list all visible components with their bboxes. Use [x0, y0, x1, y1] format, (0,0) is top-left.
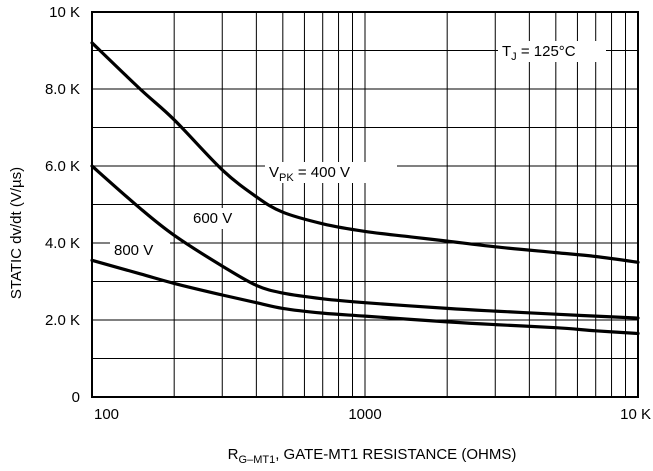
label-tj-125c-mask: [498, 41, 606, 62]
plot-frame: [91, 11, 639, 398]
y-tick-label: 8.0 K: [45, 81, 80, 98]
x-axis-label: RG–MT1, GATE-MT1 RESISTANCE (OHMS): [228, 446, 517, 466]
label-600v: 600 V: [193, 210, 232, 227]
y-tick-label: 4.0 K: [45, 235, 80, 252]
label-tj-125c: TJ = 125°C: [502, 43, 576, 63]
x-axis-label-main: R: [228, 446, 239, 463]
y-tick-label: 10 K: [49, 4, 80, 21]
x-tick-label: 1000: [348, 406, 381, 423]
curve-600v: [90, 164, 640, 320]
curves: [90, 41, 640, 336]
label-600v-mask: [189, 208, 249, 229]
x-tick-labels: 100 1000 10 K: [94, 406, 651, 423]
x-tick-label: 100: [94, 406, 119, 423]
curve-labels: VPK = 400 V 600 V 800 V TJ = 125°C: [110, 41, 606, 261]
label-800v-mask: [110, 240, 170, 261]
y-axis-label: STATIC dv/dt (V/µs): [8, 167, 25, 299]
x-axis-label-subscript: G–MT1: [239, 454, 276, 466]
y-tick-label: 6.0 K: [45, 158, 80, 175]
grid-lines: [91, 11, 639, 398]
curve-vpk-400v: [90, 41, 640, 264]
label-vpk-400v-mask: [265, 162, 397, 183]
label-800v: 800 V: [114, 242, 153, 259]
label-vpk-400v: VPK = 400 V: [269, 164, 350, 184]
y-tick-label: 0: [72, 389, 80, 406]
y-tick-label: 2.0 K: [45, 312, 80, 329]
x-tick-label: 10 K: [620, 406, 651, 423]
curve-800v: [90, 258, 640, 336]
y-tick-labels: 0 2.0 K 4.0 K 6.0 K 8.0 K 10 K: [45, 4, 80, 406]
x-axis-label-rest: , GATE-MT1 RESISTANCE (OHMS): [275, 446, 516, 463]
